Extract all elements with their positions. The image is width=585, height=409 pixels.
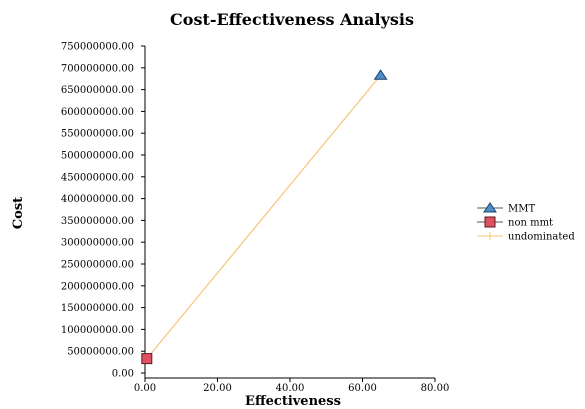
- x-axis-label: Effectiveness: [245, 394, 341, 409]
- legend-marker-MMT: [483, 202, 497, 213]
- x-tick-label: 20.00: [203, 383, 232, 394]
- y-tick-label: 100000000.00: [61, 325, 134, 336]
- x-tick-label: 60.00: [348, 383, 377, 394]
- y-tick-label: 400000000.00: [61, 194, 134, 205]
- x-tick-label: 40.00: [276, 383, 305, 394]
- y-tick-label: 350000000.00: [61, 216, 134, 227]
- legend-label-MMT: MMT: [508, 204, 535, 215]
- y-tick-label: 700000000.00: [61, 63, 134, 74]
- x-tick-label: 80.00: [421, 383, 450, 394]
- y-tick-label: 150000000.00: [61, 303, 134, 314]
- chart-title: Cost-Effectiveness Analysis: [170, 10, 414, 29]
- legend-label-non-mmt: non mmt: [508, 218, 553, 229]
- y-tick-label: 750000000.00: [61, 42, 134, 53]
- y-tick-label: 650000000.00: [61, 85, 134, 96]
- y-tick-label: 300000000.00: [61, 238, 134, 249]
- legend-marker-non-mmt: [484, 216, 496, 228]
- y-tick-label: 550000000.00: [61, 129, 134, 140]
- y-tick-label: 600000000.00: [61, 107, 134, 118]
- x-axis-ticks: 0.00 20.00 40.00 60.00 80.00: [134, 378, 449, 394]
- point-MMT: [373, 69, 388, 80]
- y-tick-label: 250000000.00: [61, 260, 134, 271]
- legend-label-undominated: undominated: [508, 232, 575, 243]
- y-tick-label: 500000000.00: [61, 151, 134, 162]
- y-tick-label: 450000000.00: [61, 172, 134, 183]
- y-axis-label: Cost: [11, 197, 26, 229]
- plot-series: [141, 69, 388, 365]
- x-tick-label: 0.00: [134, 383, 156, 394]
- y-tick-label: 50000000.00: [67, 347, 134, 358]
- axes: [144, 46, 435, 379]
- point-non-mmt: [141, 353, 153, 365]
- y-axis-ticks: 0.00 50000000.00 100000000.00 150000000.00 2…: [61, 42, 145, 380]
- series-line-undominated: [146, 74, 382, 359]
- y-tick-label: 0.00: [112, 369, 134, 380]
- y-tick-label: 200000000.00: [61, 281, 134, 292]
- legend: MMT non mmt undominated: [477, 202, 575, 243]
